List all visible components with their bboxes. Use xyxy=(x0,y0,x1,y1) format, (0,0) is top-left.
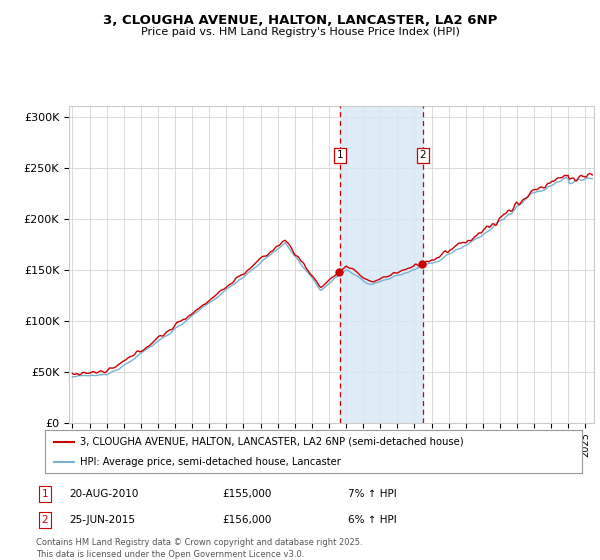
Text: 3, CLOUGHA AVENUE, HALTON, LANCASTER, LA2 6NP (semi-detached house): 3, CLOUGHA AVENUE, HALTON, LANCASTER, LA… xyxy=(80,437,464,447)
Text: HPI: Average price, semi-detached house, Lancaster: HPI: Average price, semi-detached house,… xyxy=(80,458,341,467)
Text: £155,000: £155,000 xyxy=(222,489,271,499)
Text: £156,000: £156,000 xyxy=(222,515,271,525)
Text: 1: 1 xyxy=(337,151,343,160)
Text: 2: 2 xyxy=(41,515,49,525)
Text: 20-AUG-2010: 20-AUG-2010 xyxy=(69,489,139,499)
Text: 2: 2 xyxy=(419,151,426,160)
Text: 6% ↑ HPI: 6% ↑ HPI xyxy=(348,515,397,525)
Text: 3, CLOUGHA AVENUE, HALTON, LANCASTER, LA2 6NP: 3, CLOUGHA AVENUE, HALTON, LANCASTER, LA… xyxy=(103,14,497,27)
Text: 1: 1 xyxy=(41,489,49,499)
Text: Contains HM Land Registry data © Crown copyright and database right 2025.
This d: Contains HM Land Registry data © Crown c… xyxy=(36,538,362,559)
Text: 7% ↑ HPI: 7% ↑ HPI xyxy=(348,489,397,499)
Text: Price paid vs. HM Land Registry's House Price Index (HPI): Price paid vs. HM Land Registry's House … xyxy=(140,27,460,37)
Text: 25-JUN-2015: 25-JUN-2015 xyxy=(69,515,135,525)
Bar xyxy=(340,106,422,423)
